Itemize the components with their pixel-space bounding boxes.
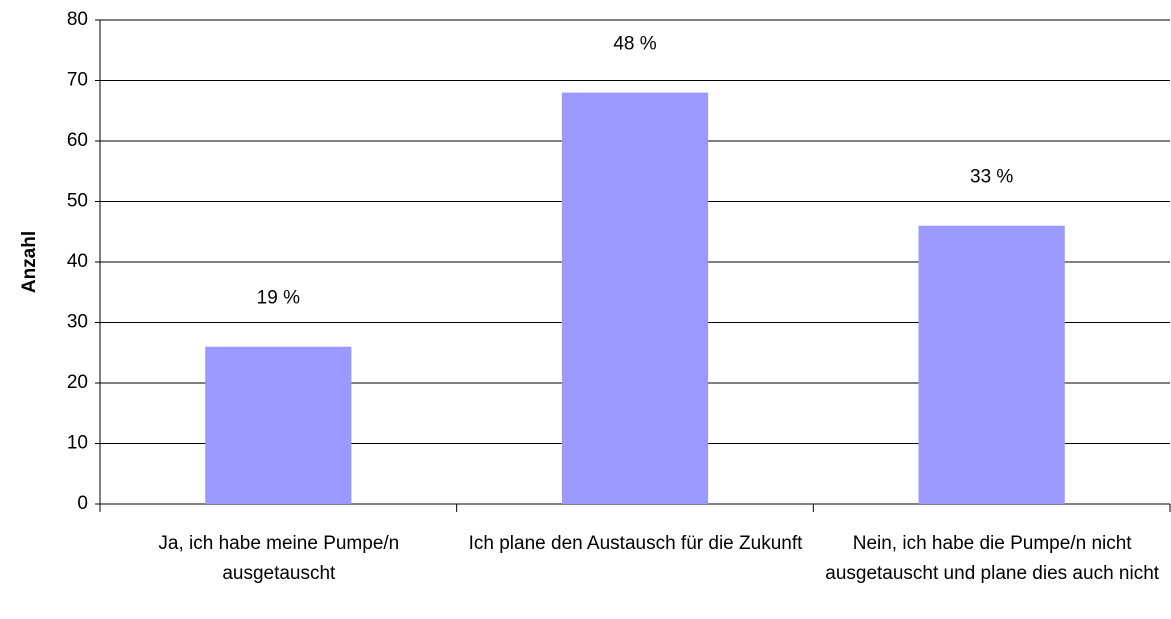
y-tick-label: 30 [67, 312, 88, 333]
data-label: 48 % [613, 34, 656, 55]
x-tick-label: Ja, ich habe meine Pumpe/n ausgetauscht [158, 533, 400, 584]
y-tick-label: 0 [77, 493, 88, 514]
bar [561, 92, 709, 504]
bar [918, 225, 1065, 504]
y-axis-label: Anzahl [19, 231, 40, 293]
y-tick-label: 40 [67, 251, 88, 272]
x-tick-label: Nein, ich habe die Pumpe/n nicht ausgeta… [825, 533, 1160, 584]
y-tick-label: 10 [67, 433, 88, 454]
bar [205, 346, 352, 504]
data-label: 19 % [257, 288, 300, 309]
x-tick-label: Ich plane den Austausch für die Zukunft [468, 533, 803, 554]
data-label: 33 % [970, 167, 1013, 188]
y-tick-label: 50 [67, 191, 88, 212]
y-tick-label: 80 [67, 9, 88, 30]
y-tick-label: 20 [67, 372, 88, 393]
y-tick-label: 60 [67, 130, 88, 151]
y-tick-label: 70 [67, 70, 88, 91]
